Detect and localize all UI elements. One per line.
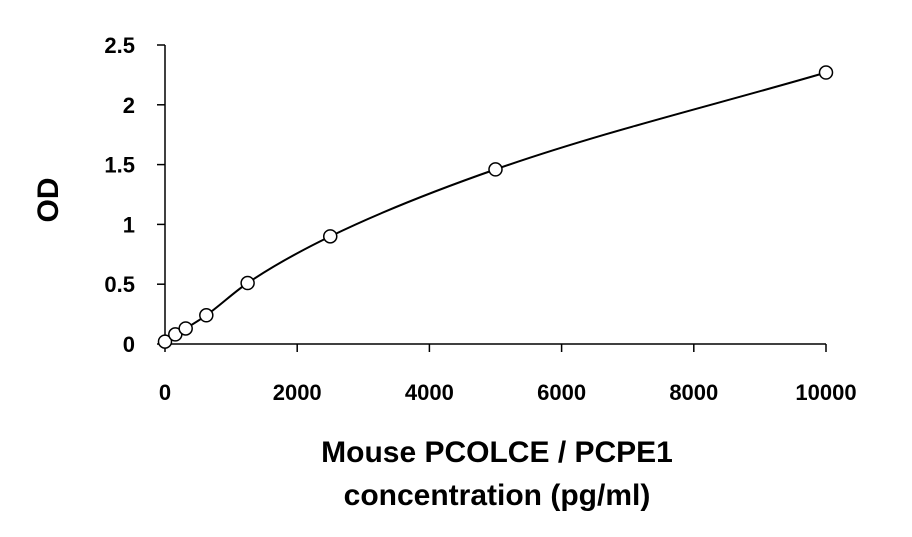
- data-point: [157, 334, 173, 349]
- data-point: [323, 229, 338, 244]
- y-axis-ticks: 0 0.5 1 1.5 2 2.5: [104, 33, 165, 357]
- y-tick-label: 0: [123, 332, 135, 357]
- x-tick-label: 10000: [795, 380, 856, 405]
- data-point: [818, 65, 834, 80]
- data-points: [157, 65, 834, 349]
- data-point: [178, 321, 193, 336]
- x-tick-label: 2000: [273, 380, 322, 405]
- y-tick-label: 2.5: [104, 33, 135, 58]
- x-tick-label: 6000: [537, 380, 586, 405]
- fit-curve: [164, 71, 827, 343]
- data-point: [488, 162, 503, 177]
- data-point: [240, 275, 255, 291]
- x-tick-label: 4000: [405, 380, 454, 405]
- y-tick-label: 1.5: [104, 153, 135, 178]
- y-axis-title: OD: [32, 178, 65, 223]
- x-tick-label: 8000: [669, 380, 718, 405]
- x-axis-title-line-1: Mouse PCOLCE / PCPE1: [321, 436, 673, 469]
- x-axis-ticks: 0 2000 4000 6000 8000 10000: [159, 344, 857, 405]
- x-tick-label: 0: [159, 380, 171, 405]
- data-point: [199, 308, 214, 323]
- y-tick-label: 0.5: [104, 272, 135, 297]
- y-tick-label: 1: [123, 212, 135, 237]
- y-tick-label: 2: [123, 93, 135, 118]
- x-axis-title-line-2: concentration (pg/ml): [344, 479, 651, 512]
